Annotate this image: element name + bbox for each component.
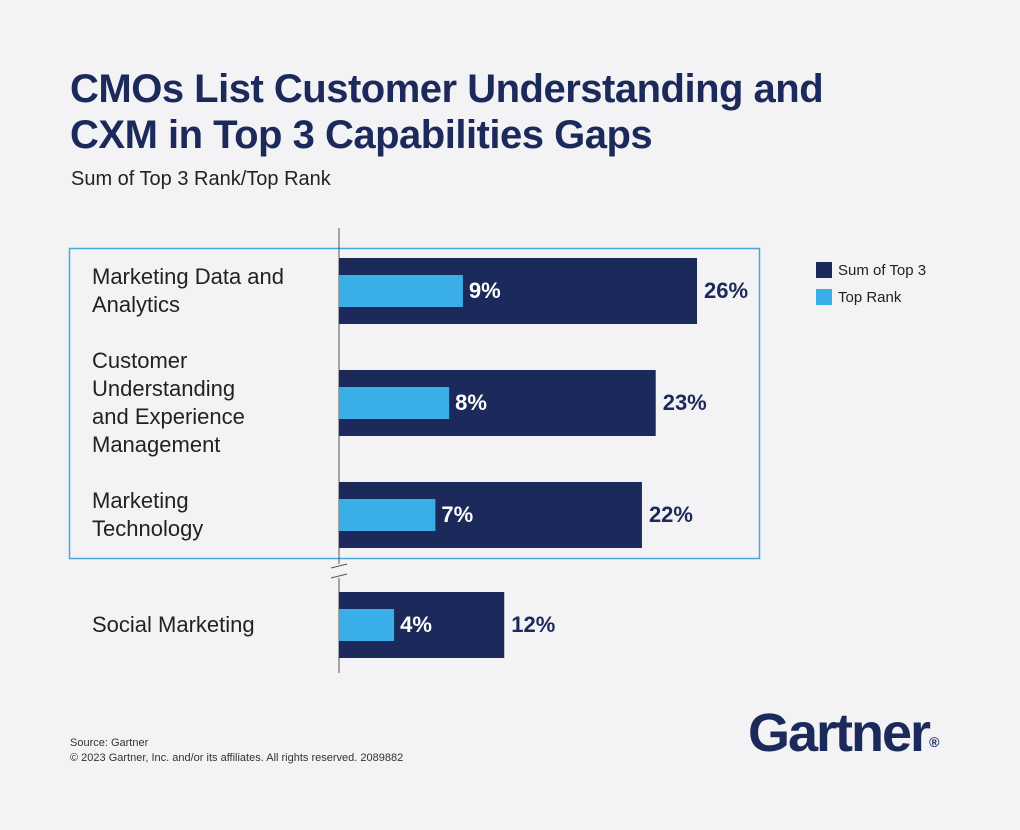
value-label: 4% [400, 612, 432, 637]
footer: Source: Gartner © 2023 Gartner, Inc. and… [70, 736, 403, 766]
value-label: 12% [511, 612, 555, 637]
category-label: Marketing Data and Analytics [92, 264, 284, 317]
chart-subtitle: Sum of Top 3 Rank/Top Rank [71, 168, 331, 190]
source: Source: Gartner [70, 737, 149, 749]
chart-title: CMOs List Customer Understanding and CXM… [70, 67, 824, 157]
value-label: 9% [469, 278, 501, 303]
legend-label: Top Rank [838, 289, 902, 306]
bar [339, 499, 436, 531]
bar [339, 387, 450, 419]
legend-swatch [816, 262, 832, 278]
category-label: Customer Understanding and Experience Ma… [92, 348, 245, 457]
logo-text: Gartner [748, 703, 931, 763]
value-label: 8% [455, 390, 487, 415]
category-label: Social Marketing [92, 612, 255, 637]
axis-break [330, 563, 348, 569]
highlight-box [68, 247, 761, 560]
bar [339, 275, 463, 307]
axis-break [330, 573, 348, 579]
value-label: 22% [649, 502, 693, 527]
value-label: 26% [704, 278, 748, 303]
legend-label: Sum of Top 3 [838, 262, 926, 279]
legend-swatch [816, 289, 832, 305]
logo: Gartner® [748, 702, 939, 764]
logo-mark: ® [929, 734, 940, 750]
category-label: Marketing Technology [92, 488, 204, 541]
bar [339, 609, 395, 641]
copyright: © 2023 Gartner, Inc. and/or its affiliat… [70, 752, 404, 764]
value-label: 23% [663, 390, 707, 415]
value-label: 7% [441, 502, 473, 527]
